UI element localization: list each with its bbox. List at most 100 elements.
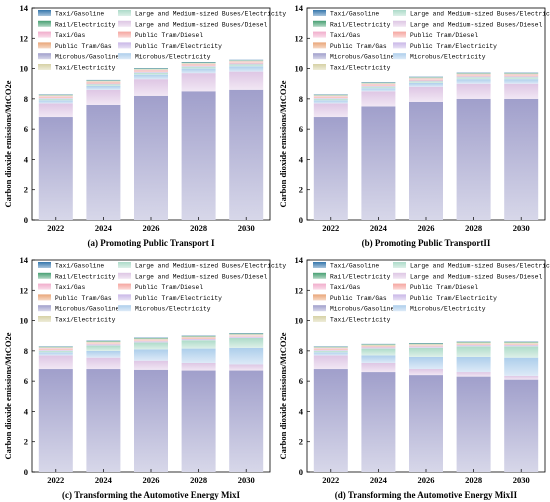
bar-segment: [504, 77, 539, 80]
bar-segment: [181, 340, 216, 349]
bar-segment: [361, 347, 396, 349]
bar-segment: [361, 355, 396, 363]
legend-label: Public Tram/Electricity: [410, 43, 497, 50]
bar-segment: [313, 352, 348, 356]
bar-segment: [409, 82, 443, 87]
legend-swatch: [118, 305, 131, 312]
y-tick-label: 0: [24, 467, 28, 477]
panel-caption: (c) Transforming the Automotive Energy M…: [62, 490, 240, 500]
bar-segment: [456, 341, 491, 343]
bar-segment: [86, 80, 121, 81]
legend: Taxi/Gasoline Rail/Electricity Taxi/Gas Pub…: [313, 262, 550, 324]
bar-segment: [181, 335, 216, 337]
bar-segment: [409, 369, 443, 376]
bar-segment: [134, 68, 168, 70]
bar-segment: [229, 60, 264, 62]
x-tick-label: 2030: [513, 223, 530, 233]
legend-swatch: [393, 262, 406, 268]
y-tick-label: 10: [295, 316, 304, 326]
bar-segment: [86, 341, 121, 342]
bar-segment: [38, 98, 73, 99]
x-tick-label: 2030: [238, 475, 255, 485]
y-tick-label: 14: [20, 3, 29, 13]
y-tick-label: 14: [295, 255, 304, 265]
y-tick-label: 10: [295, 64, 304, 74]
bar-segment: [504, 342, 539, 344]
panel-caption: (a) Promoting Public Transport I: [87, 238, 214, 248]
bar-segment: [456, 356, 491, 373]
bar-segment: [361, 344, 396, 345]
bar-segment: [504, 83, 539, 99]
x-tick-label: 2024: [370, 223, 388, 233]
legend-swatch: [38, 20, 51, 27]
bar-segment: [38, 355, 73, 370]
bar-segment: [134, 338, 168, 340]
y-tick-label: 2: [299, 185, 303, 195]
bar-segment: [86, 83, 121, 85]
y-tick-label: 6: [299, 124, 303, 134]
x-tick-label: 2024: [95, 475, 113, 485]
y-tick-label: 14: [295, 3, 304, 13]
bar-segment: [38, 97, 73, 99]
bar-segment: [38, 349, 73, 351]
bar-segment: [456, 73, 491, 74]
legend-swatch: [313, 42, 326, 49]
bar-segment: [134, 339, 168, 341]
legend-swatch: [393, 53, 406, 60]
bar-segment: [86, 82, 121, 84]
bar-segment: [504, 73, 539, 75]
bar-segment: [409, 101, 443, 220]
bar-segment: [313, 97, 348, 99]
bar-segment: [504, 345, 539, 347]
legend-swatch: [118, 53, 131, 60]
bar-segment: [86, 80, 121, 82]
x-tick-label: 2022: [322, 475, 339, 485]
legend-swatch: [313, 53, 326, 60]
bar-segment: [361, 106, 396, 220]
bar-segment: [86, 85, 121, 90]
legend-label: Large and Medium-sized Buses/Diesel: [135, 21, 267, 28]
bar-segment: [134, 342, 168, 350]
bar-segment: [361, 91, 396, 107]
y-axis-label: Carbon dioxide emissions/MtCO2e: [278, 80, 288, 207]
bar-segment: [456, 376, 491, 472]
bar-segment: [86, 345, 121, 351]
legend-swatch: [118, 42, 131, 49]
y-tick-label: 10: [20, 316, 29, 326]
bar-segment: [38, 94, 73, 96]
bar-segment: [181, 336, 216, 338]
x-tick-label: 2028: [190, 475, 207, 485]
bar-segment: [456, 83, 491, 99]
y-tick-label: 0: [299, 215, 303, 225]
bar-segment: [361, 82, 396, 84]
x-tick-label: 2024: [95, 223, 113, 233]
y-tick-label: 2: [24, 437, 28, 447]
bar-segment: [229, 71, 264, 90]
legend-swatch: [38, 53, 51, 60]
bar-segment: [361, 362, 396, 373]
panel-caption: (d) Transforming the Automotive Energy M…: [335, 490, 518, 500]
bar-segment: [229, 347, 264, 365]
bar-segment: [38, 346, 73, 348]
legend-swatch: [38, 283, 51, 290]
y-tick-label: 4: [299, 154, 304, 164]
bar-segment: [504, 76, 539, 78]
bar-segment: [361, 372, 396, 472]
bar-segment: [38, 98, 73, 101]
bar-segment: [38, 348, 73, 349]
legend-swatch: [38, 272, 51, 279]
bar-segment: [181, 370, 216, 472]
legend-swatch: [313, 305, 326, 312]
x-tick-label: 2026: [418, 475, 435, 485]
bar-segment: [134, 369, 168, 472]
legend-swatch: [313, 283, 326, 290]
legend-swatch: [393, 272, 406, 279]
y-tick-label: 0: [299, 467, 303, 477]
bar-segment: [134, 74, 168, 80]
legend-label: Microbus/Electricity: [410, 54, 486, 61]
bar-segment: [38, 350, 73, 353]
bar-segment: [456, 74, 491, 76]
bar-segment: [361, 85, 396, 87]
legend-swatch: [118, 283, 131, 290]
legend-swatch: [313, 316, 326, 322]
